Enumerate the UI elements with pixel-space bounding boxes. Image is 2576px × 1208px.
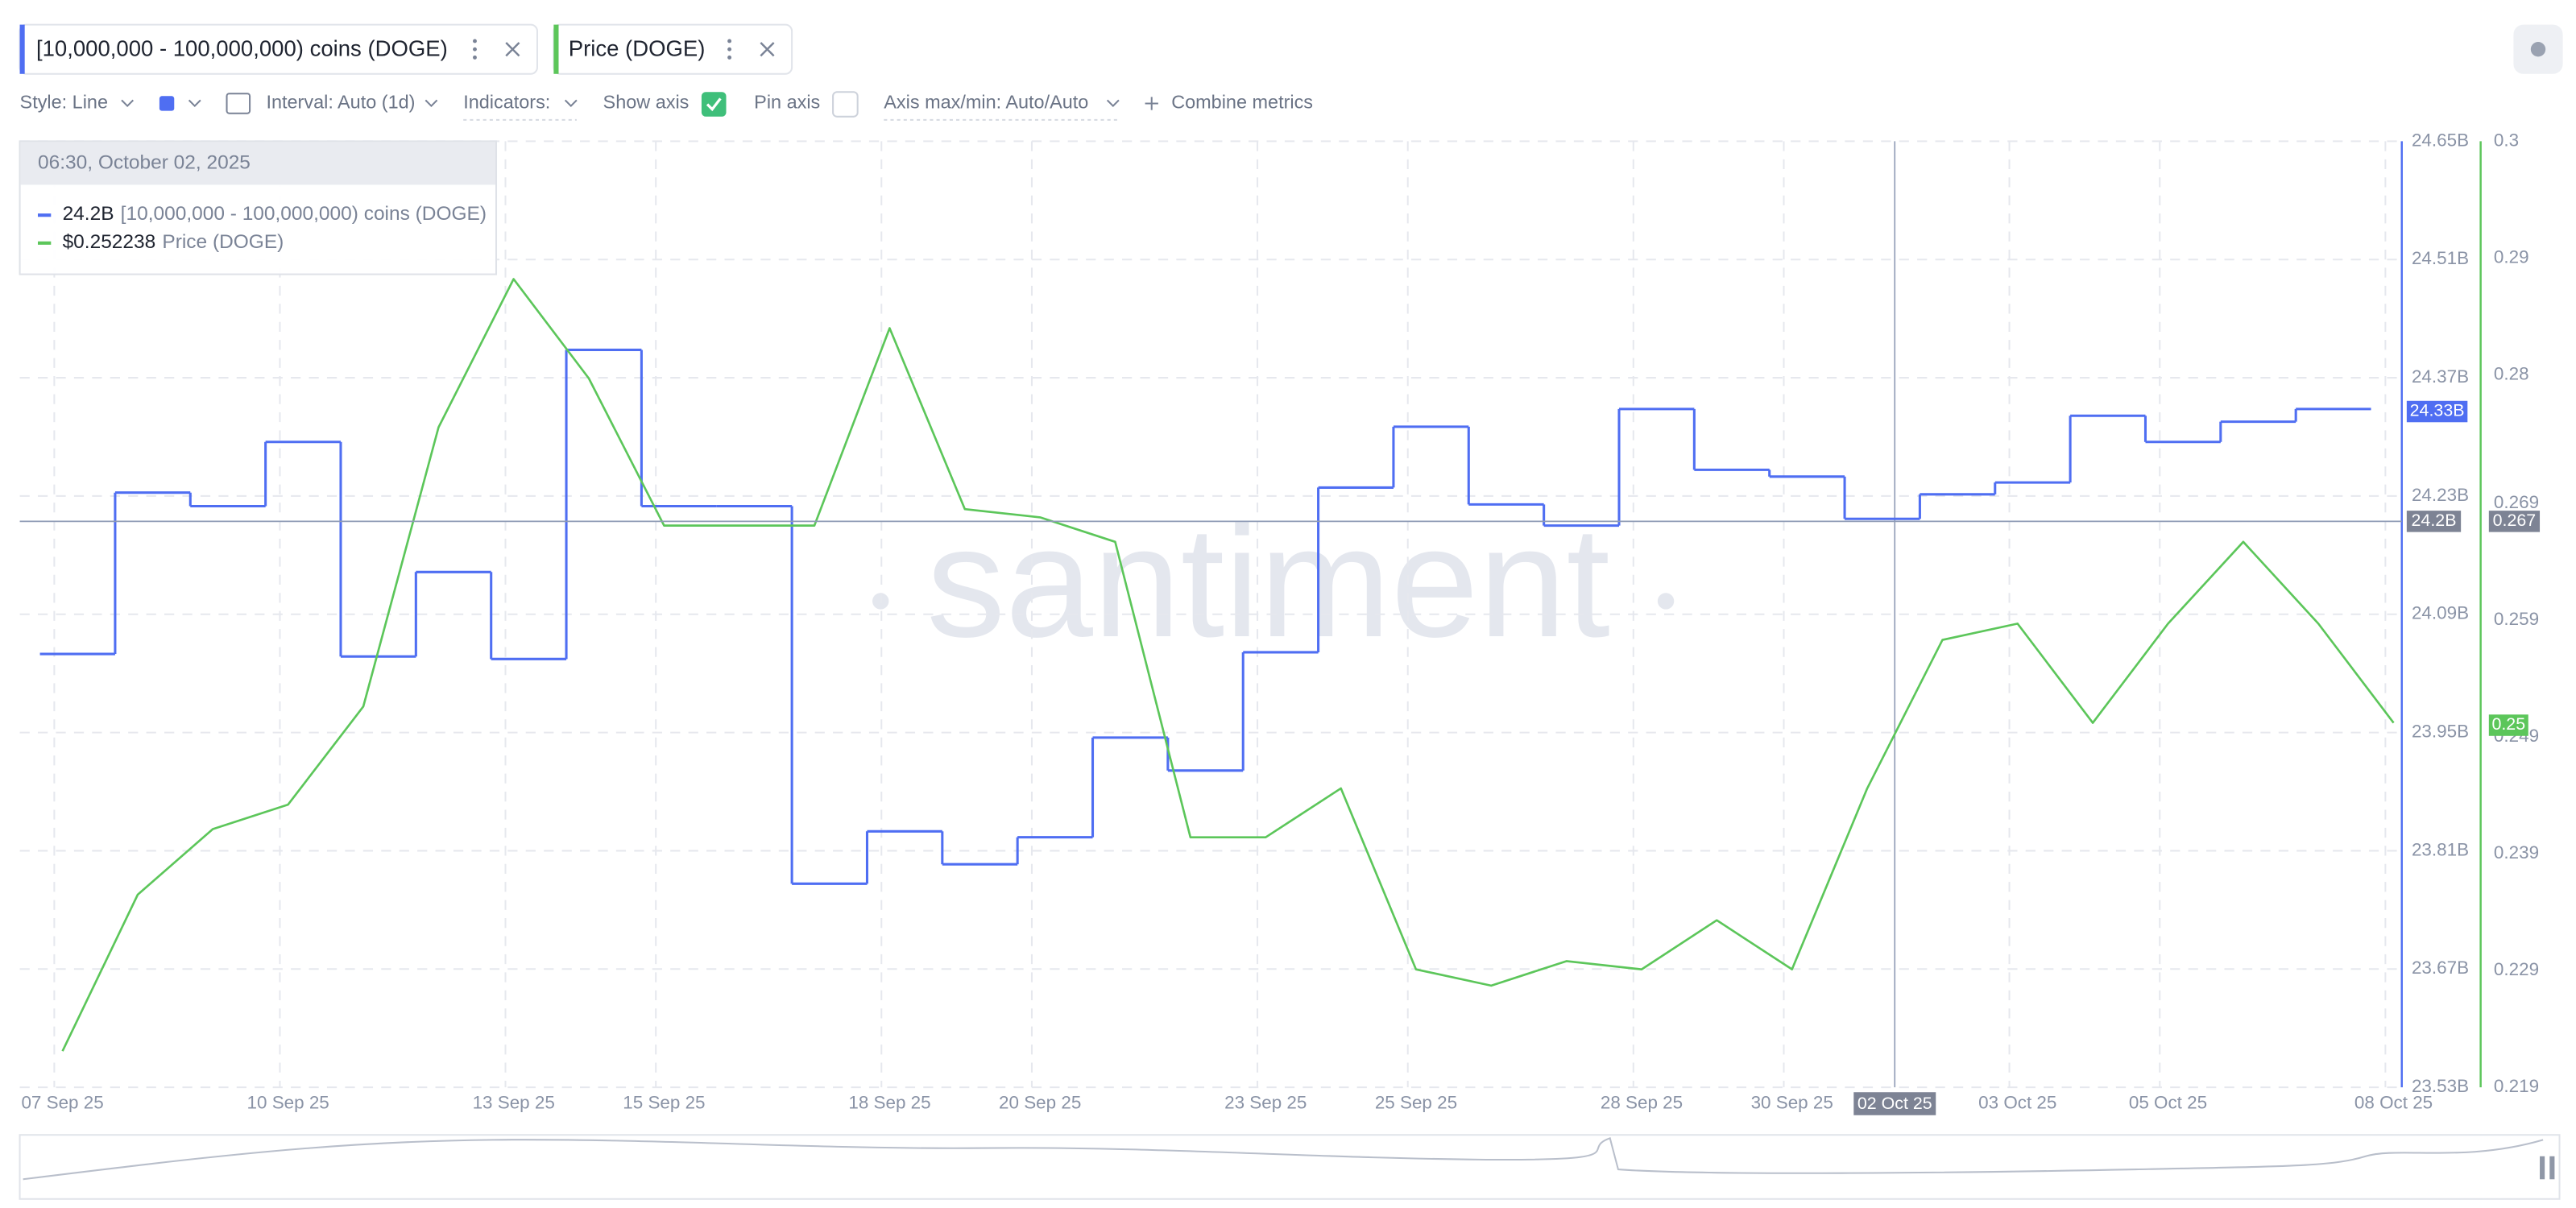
y-tick-label: 24.65B <box>2412 130 2469 150</box>
interval-select[interactable]: Interval: Auto (1d) <box>266 92 415 113</box>
y2-tick-label: 0.29 <box>2494 246 2529 267</box>
y2-tick-label: 0.269 <box>2494 492 2539 512</box>
navigator-handle[interactable] <box>2540 1156 2545 1180</box>
tab-color <box>19 24 25 74</box>
show-axis-checkbox[interactable] <box>701 92 727 117</box>
current-value-badge <box>2488 714 2528 736</box>
combine-metrics-button[interactable]: Combine metrics <box>1171 92 1313 113</box>
color-picker[interactable] <box>159 96 175 111</box>
x-tick-label: 20 Sep 25 <box>999 1092 1081 1112</box>
axis-minmax-select[interactable]: Axis max/min: Auto/Auto <box>884 92 1088 113</box>
show-axis-label: Show axis <box>603 92 690 113</box>
y-tick-label: 23.81B <box>2412 839 2469 859</box>
tooltip-header <box>20 142 495 185</box>
tooltip-row: 24.2B [10,000,000 - 100,000,000) coins (D… <box>63 204 487 225</box>
tooltip-metric: Price (DOGE) <box>162 231 284 253</box>
y2-tick-label: 0.239 <box>2494 842 2539 863</box>
x-tick-label: 07 Sep 25 <box>21 1092 103 1112</box>
x-tick-label: 03 Oct 25 <box>1978 1092 2056 1112</box>
watermark-dot <box>872 593 889 610</box>
x-tick-label: 13 Sep 25 <box>473 1092 555 1112</box>
y-tick-label: 24.09B <box>2412 603 2469 623</box>
interval-icon <box>226 93 251 114</box>
settings-icon <box>2530 42 2546 57</box>
tab-color <box>553 24 559 74</box>
tooltip-time: 06:30, October 02, 2025 <box>38 151 251 173</box>
x-tick-label: 28 Sep 25 <box>1601 1092 1683 1112</box>
current-value-badge <box>2406 400 2468 423</box>
indicators-select[interactable]: Indicators: <box>463 92 550 113</box>
y-tick-label: 23.67B <box>2412 958 2469 978</box>
watermark-dot <box>1657 593 1675 610</box>
current-value-label: 0.25 <box>2491 714 2525 734</box>
style-select[interactable]: Style: Line <box>20 92 108 113</box>
y2-tick-label: 0.229 <box>2494 959 2539 979</box>
tab-menu-icon[interactable] <box>473 39 477 60</box>
navigator-line <box>23 1136 2544 1181</box>
tab-menu-icon[interactable] <box>727 39 732 60</box>
crosshair-y2-badge <box>2488 511 2541 532</box>
tooltip-metric: [10,000,000 - 100,000,000) coins (DOGE) <box>121 204 487 225</box>
plus-icon <box>1145 97 1158 110</box>
x-tick-label: 05 Oct 25 <box>2129 1092 2207 1112</box>
tooltip-row: $0.252238 Price (DOGE) <box>63 231 284 253</box>
x-tick-label: 10 Sep 25 <box>247 1092 329 1112</box>
toolbar: Style: Line Interval: Auto (1d) Indicato… <box>20 91 1313 121</box>
y2-tick-label: 0.3 <box>2494 130 2519 150</box>
tooltip: 06:30, October 02, 2025 24.2B [10,000,000… <box>19 140 498 275</box>
chevron <box>425 99 438 107</box>
x-tick-label: 25 Sep 25 <box>1375 1092 1457 1112</box>
tab-label: Price (DOGE) <box>569 35 706 60</box>
current-value-label: 24.33B <box>2410 401 2465 420</box>
tab-close[interactable] <box>760 42 775 57</box>
metric-tabs: [10,000,000 - 100,000,000) coins (DOGE) … <box>19 23 2563 75</box>
y2-tick-label: 0.28 <box>2494 363 2529 383</box>
y2-tick-label: 0.219 <box>2494 1076 2539 1096</box>
chevron <box>121 99 135 107</box>
tooltip-value: 24.2B <box>63 204 114 225</box>
crosshair-y-label: 24.2B <box>2412 511 2457 530</box>
crosshair-y2-label: 0.267 <box>2493 511 2537 530</box>
plot: santiment 24.65B 24.51B 24.37B 24.23B 24.09B 2… <box>19 130 2541 1115</box>
navigator-handle[interactable] <box>2549 1156 2555 1180</box>
chevron <box>564 99 578 107</box>
chevron <box>1106 99 1120 107</box>
navigator <box>19 1134 2561 1200</box>
tab-close[interactable] <box>505 42 520 57</box>
y-tick-label: 24.23B <box>2412 485 2469 505</box>
x-tick-label: 30 Sep 25 <box>1751 1092 1833 1112</box>
tooltip-value: $0.252238 <box>63 231 156 253</box>
y-tick-label: 24.51B <box>2412 248 2469 268</box>
watermark: santiment <box>926 494 1610 670</box>
x-tick-label: 18 Sep 25 <box>848 1092 930 1112</box>
x-tick-label: 08 Oct 25 <box>2354 1092 2433 1112</box>
tab-label: [10,000,000 - 100,000,000) coins (DOGE) <box>36 35 448 60</box>
pin-axis-checkbox[interactable] <box>832 91 859 118</box>
x-tick-label: 15 Sep 25 <box>623 1092 705 1112</box>
crosshair-y-badge <box>2406 511 2462 532</box>
crosshair-x-label: 02 Oct 25 <box>1857 1094 1932 1113</box>
pin-axis-label: Pin axis <box>754 92 820 113</box>
y-tick-label: 23.53B <box>2412 1076 2469 1096</box>
y2-tick-label: 0.259 <box>2494 609 2539 629</box>
y-tick-label: 23.95B <box>2412 722 2469 742</box>
navigator-box[interactable] <box>19 1134 2561 1200</box>
checkmark <box>706 97 722 112</box>
crosshair-x-badge <box>1853 1092 1936 1115</box>
x-tick-label: 23 Sep 25 <box>1224 1092 1307 1112</box>
price-line <box>61 278 2395 1052</box>
y-tick-label: 24.37B <box>2412 366 2469 387</box>
chevron <box>188 99 201 107</box>
